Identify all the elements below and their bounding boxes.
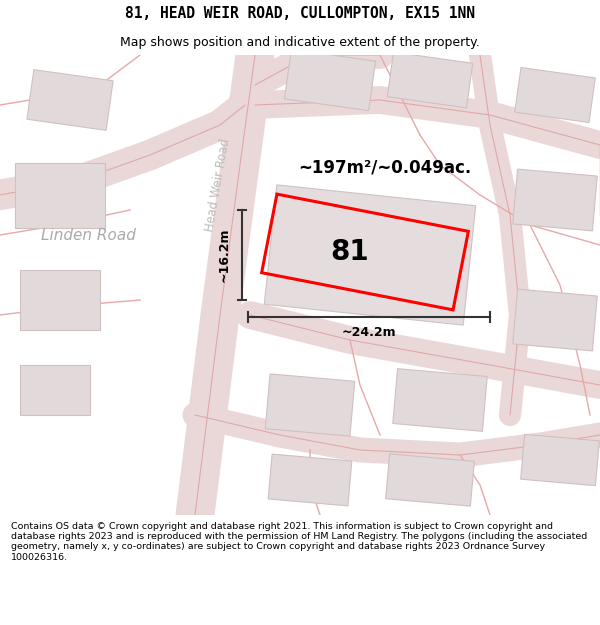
Polygon shape [284,49,376,111]
Text: ~24.2m: ~24.2m [341,326,397,339]
Polygon shape [387,52,473,108]
Text: Contains OS data © Crown copyright and database right 2021. This information is : Contains OS data © Crown copyright and d… [11,522,587,562]
Polygon shape [27,69,113,131]
Text: Linden Road: Linden Road [41,228,136,242]
Text: Map shows position and indicative extent of the property.: Map shows position and indicative extent… [120,36,480,49]
Text: 81: 81 [331,238,370,266]
Polygon shape [20,270,100,330]
Polygon shape [265,374,355,436]
Polygon shape [521,434,599,486]
Polygon shape [513,169,597,231]
Polygon shape [393,369,487,431]
Polygon shape [513,289,597,351]
Polygon shape [515,68,595,122]
Text: Head Weir Road: Head Weir Road [203,138,233,232]
Polygon shape [264,185,476,325]
Polygon shape [15,162,105,228]
Polygon shape [20,365,90,415]
Text: ~16.2m: ~16.2m [218,228,230,282]
Text: ~197m²/~0.049ac.: ~197m²/~0.049ac. [298,158,472,176]
Polygon shape [386,454,474,506]
Polygon shape [268,454,352,506]
Text: 81, HEAD WEIR ROAD, CULLOMPTON, EX15 1NN: 81, HEAD WEIR ROAD, CULLOMPTON, EX15 1NN [125,6,475,21]
